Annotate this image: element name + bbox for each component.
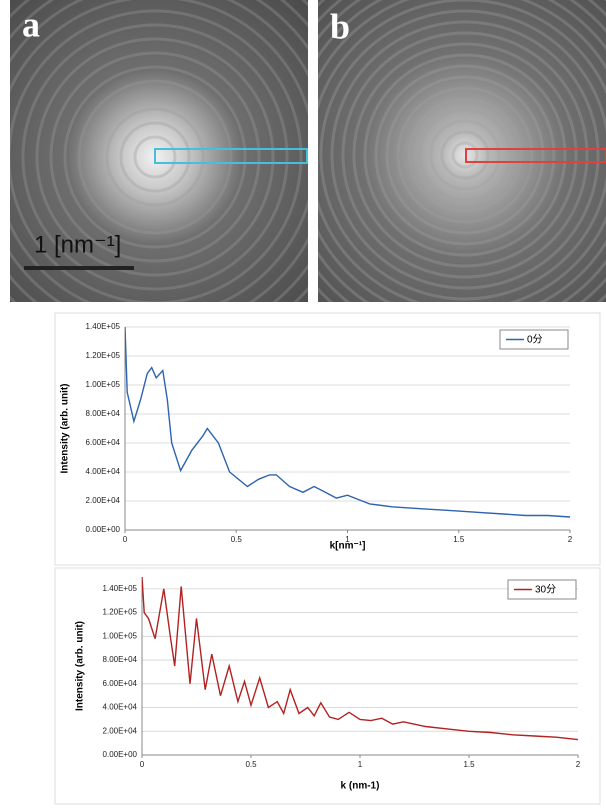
- ring: [363, 53, 567, 257]
- data-line: [125, 327, 570, 518]
- ring: [91, 93, 219, 221]
- panel-label: b: [330, 6, 350, 46]
- legend-label: 30分: [535, 584, 556, 596]
- y-tick-label: 1.40E+05: [86, 322, 121, 331]
- ring: [49, 51, 261, 263]
- ring: [385, 75, 545, 235]
- y-tick-label: 2.00E+04: [86, 496, 121, 505]
- y-tick-label: 0.00E+00: [86, 525, 121, 534]
- ring: [77, 79, 233, 235]
- ring: [440, 130, 490, 180]
- legend-box: [507, 579, 577, 600]
- image-b: b: [318, 0, 606, 302]
- y-tick-label: 1.40E+05: [103, 584, 138, 593]
- y-tick-label: 6.00E+04: [86, 438, 121, 447]
- y-tick-label: 8.00E+04: [103, 655, 138, 664]
- ring: [21, 23, 289, 291]
- ring: [429, 119, 501, 191]
- legend-label: 0分: [527, 334, 543, 346]
- x-tick-label: 2: [576, 760, 581, 769]
- ring: [374, 64, 556, 246]
- y-tick-label: 4.00E+04: [103, 703, 138, 712]
- ring: [407, 97, 523, 213]
- chart-frame: [54, 312, 601, 566]
- x-axis-label: k (nm-1): [341, 781, 380, 792]
- ring: [119, 121, 191, 193]
- image-a: a 1 [nm⁻¹]: [10, 0, 308, 302]
- x-tick-label: 1.5: [463, 760, 475, 769]
- ring: [341, 31, 589, 279]
- x-tick-label: 1: [345, 535, 350, 544]
- y-tick-label: 4.00E+04: [86, 467, 121, 476]
- ring: [10, 9, 303, 302]
- x-axis-label: k[nm⁻¹]: [330, 541, 366, 552]
- ring: [35, 37, 275, 277]
- y-tick-label: 6.00E+04: [103, 679, 138, 688]
- y-tick-label: 1.00E+05: [86, 380, 121, 389]
- x-tick-label: 2: [568, 535, 573, 544]
- x-tick-label: 1: [358, 760, 363, 769]
- y-tick-label: 8.00E+04: [86, 409, 121, 418]
- x-tick-label: 0: [123, 535, 128, 544]
- y-axis-label: Intensity (arb. unit): [75, 621, 86, 711]
- ring: [418, 108, 512, 202]
- data-line: [142, 577, 578, 741]
- panel-label: a: [22, 4, 40, 44]
- x-tick-label: 0.5: [245, 760, 257, 769]
- x-tick-label: 0: [140, 760, 145, 769]
- scale-bar-label: 1 [nm⁻¹]: [34, 231, 121, 258]
- x-tick-label: 1.5: [453, 535, 465, 544]
- ring: [133, 135, 177, 179]
- y-tick-label: 1.20E+05: [86, 351, 121, 360]
- ring: [319, 9, 606, 301]
- ring: [330, 20, 600, 290]
- y-tick-label: 1.00E+05: [103, 631, 138, 640]
- ring: [396, 86, 534, 224]
- ring: [105, 107, 205, 207]
- legend-box: [499, 329, 569, 350]
- y-tick-label: 1.20E+05: [103, 608, 138, 617]
- y-tick-label: 0.00E+00: [103, 750, 138, 759]
- x-tick-label: 0.5: [231, 535, 243, 544]
- ring: [352, 42, 578, 268]
- y-tick-label: 2.00E+04: [103, 726, 138, 735]
- chart-frame: [54, 567, 601, 805]
- ring: [63, 65, 247, 249]
- y-axis-label: Intensity (arb. unit): [60, 384, 71, 474]
- ring: [451, 141, 479, 169]
